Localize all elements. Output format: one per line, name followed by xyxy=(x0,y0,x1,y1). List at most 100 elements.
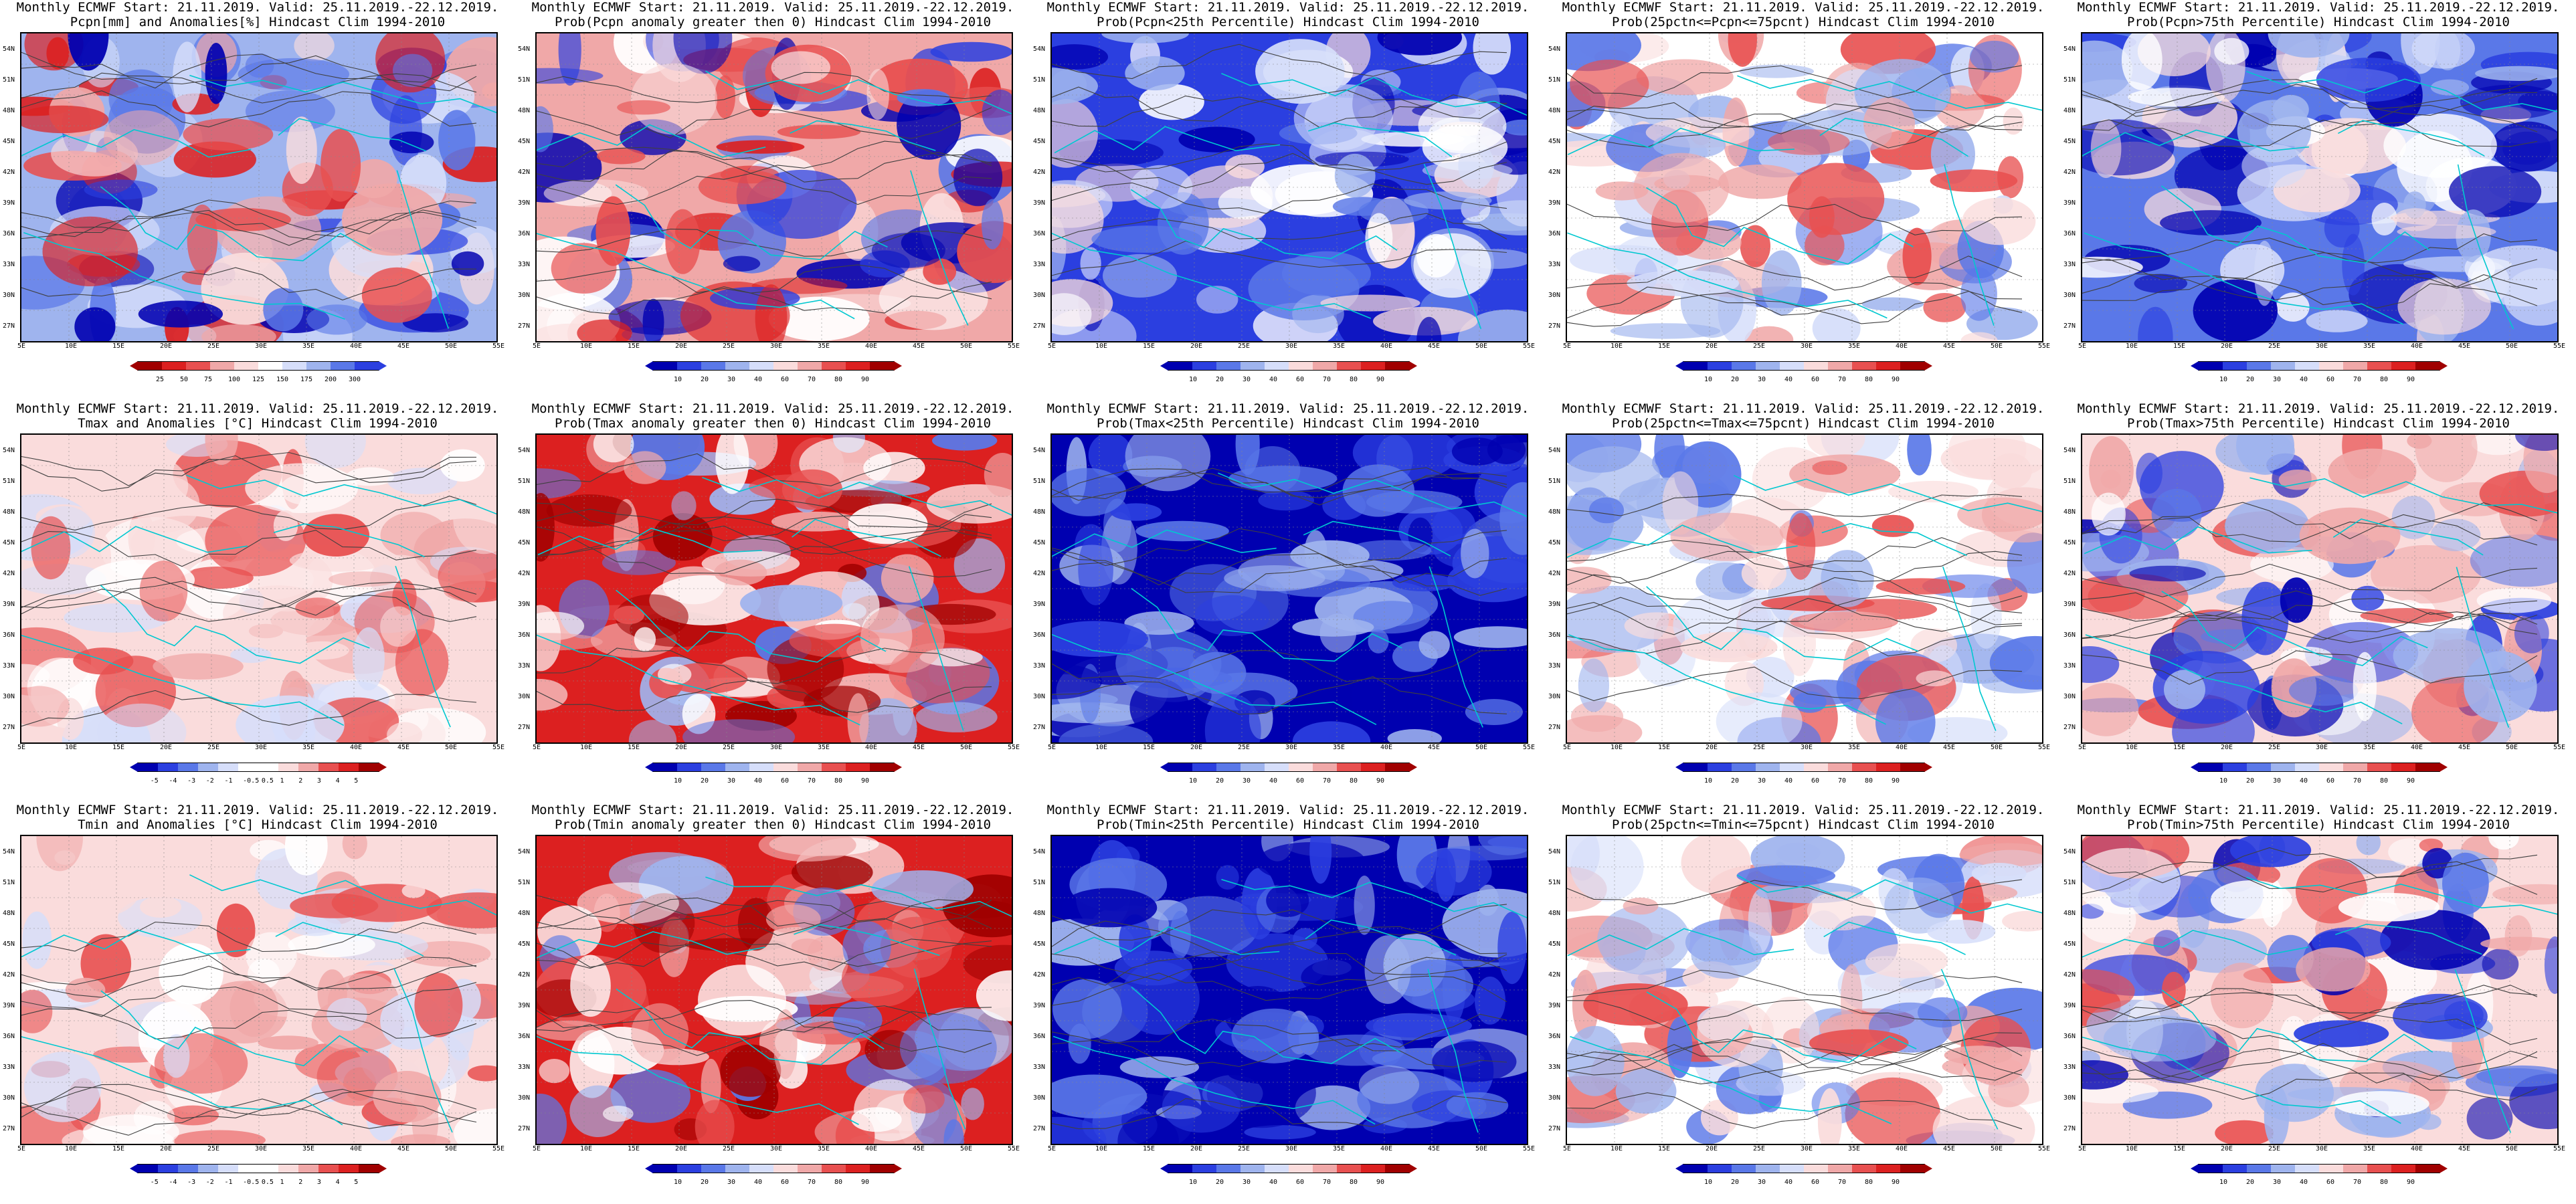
longitude-label: 10E xyxy=(580,744,593,751)
colorbar-tick-label: 40 xyxy=(1784,376,1793,383)
longitude-label: 10E xyxy=(1611,744,1623,751)
panel-title-line2: Prob(Tmax>75th Percentile) Hindcast Clim… xyxy=(2127,416,2510,431)
longitude-label: 10E xyxy=(580,342,593,350)
forecast-panel: Monthly ECMWF Start: 21.11.2019. Valid: … xyxy=(2061,401,2576,803)
panel-title-line1: Monthly ECMWF Start: 21.11.2019. Valid: … xyxy=(16,803,499,817)
colorbar-tick-label: 70 xyxy=(1323,376,1331,383)
latitude-label: 30N xyxy=(1548,693,1561,700)
colorbar-segment xyxy=(798,1165,822,1173)
longitude-label: 50E xyxy=(960,744,973,751)
longitude-label: 25E xyxy=(1238,342,1251,350)
colorbar-segment xyxy=(1852,763,1876,771)
longitude-label: 10E xyxy=(2126,1145,2138,1152)
colorbar-tick-label: 10 xyxy=(1704,376,1713,383)
colorbar-segment xyxy=(1683,1165,1708,1173)
colorbar-tick-label: 60 xyxy=(1296,1179,1305,1186)
latitude-label: 42N xyxy=(3,570,15,577)
coastline xyxy=(790,120,936,151)
colorbar xyxy=(130,1164,387,1173)
colorbar-tick-label: -3 xyxy=(187,1179,196,1186)
longitude-label: 55E xyxy=(2553,342,2566,350)
colorbar-segment xyxy=(822,1165,846,1173)
latitude-label: 36N xyxy=(518,1033,531,1040)
colorbar-tick-label: 30 xyxy=(1243,777,1251,785)
colorbar-segment xyxy=(1732,362,1756,370)
coastline xyxy=(705,70,1012,115)
colorbar-segment xyxy=(218,763,238,771)
map-field xyxy=(2082,435,2557,742)
longitude-label: 35E xyxy=(1848,342,1861,350)
colorbar-segment xyxy=(1265,362,1289,370)
longitude-label: 40E xyxy=(1896,342,1908,350)
latitude-label: 54N xyxy=(1548,447,1561,454)
longitude-label: 15E xyxy=(2173,1145,2186,1152)
forecast-map xyxy=(1050,433,1528,744)
colorbar-segment xyxy=(1337,763,1361,771)
latitude-label: 42N xyxy=(518,570,531,577)
latitude-label: 30N xyxy=(518,292,531,299)
colorbar-segment xyxy=(1289,763,1313,771)
latitude-label: 39N xyxy=(518,601,531,608)
colorbar-tick-label: -3 xyxy=(187,777,196,785)
coastline xyxy=(1429,566,1483,728)
colorbar-segment xyxy=(1313,763,1337,771)
colorbar-tick-label: 200 xyxy=(325,376,337,383)
longitude-label: 10E xyxy=(2126,342,2138,350)
coastline xyxy=(21,929,251,958)
latitude-label: 54N xyxy=(3,45,15,53)
longitude-label: 45E xyxy=(1428,1145,1441,1152)
colorbar-segment xyxy=(1361,362,1385,370)
longitude-label: 25E xyxy=(723,1145,735,1152)
colorbar-low-arrow xyxy=(645,1164,653,1173)
colorbar xyxy=(1675,1164,1932,1173)
latitude-label: 30N xyxy=(1033,1094,1046,1102)
coastline xyxy=(1303,520,1451,557)
coastline xyxy=(23,231,345,320)
colorbar-segment xyxy=(2343,1165,2367,1173)
latitude-label: 39N xyxy=(3,1002,15,1009)
panel-title-line1: Monthly ECMWF Start: 21.11.2019. Valid: … xyxy=(16,0,499,15)
panel-title-line1: Monthly ECMWF Start: 21.11.2019. Valid: … xyxy=(2077,0,2560,15)
panel-title-line2: Prob(Pcpn<25th Percentile) Hindcast Clim… xyxy=(1097,15,1479,29)
longitude-label: 45E xyxy=(397,744,410,751)
latitude-label: 39N xyxy=(1033,1002,1046,1009)
colorbar-tick-label: 70 xyxy=(1838,1179,1847,1186)
coastline xyxy=(2249,477,2557,514)
coastline xyxy=(393,968,453,1133)
colorbar xyxy=(645,361,902,371)
longitude-label: 35E xyxy=(818,342,830,350)
colorbar xyxy=(1160,361,1417,371)
coastline xyxy=(705,876,1012,917)
latitude-label: 30N xyxy=(1548,292,1561,299)
longitude-label: 20E xyxy=(675,1145,688,1152)
colorbar-segment xyxy=(198,763,218,771)
colorbar-tick-label: -5 xyxy=(150,1179,159,1186)
colorbar-tick-label: 10 xyxy=(674,376,682,383)
coastline xyxy=(1823,921,1966,955)
latitude-label: 45N xyxy=(2063,138,2076,145)
longitude-label: 20E xyxy=(2221,744,2233,751)
longitude-label: 30E xyxy=(1285,744,1298,751)
coastline xyxy=(1131,987,1401,1064)
coastline xyxy=(1646,586,1919,661)
colorbar-low-arrow xyxy=(130,763,138,772)
latitude-label: 42N xyxy=(1033,971,1046,979)
colorbar-high-arrow xyxy=(1924,763,1932,772)
coastline xyxy=(2082,1036,2401,1124)
colorbar-tick-label: 3 xyxy=(316,1179,321,1186)
forecast-map xyxy=(2081,433,2559,744)
longitude-label: 55E xyxy=(1523,744,1536,751)
colorbar-tick-label: 90 xyxy=(2407,1179,2415,1186)
colorbar-tick-label: 60 xyxy=(1296,777,1305,785)
colorbar-tick-label: 10 xyxy=(1704,1179,1713,1186)
coastline xyxy=(2457,164,2514,330)
colorbar-segment xyxy=(2367,362,2391,370)
colorbar-tick-label: 10 xyxy=(1189,376,1198,383)
latitude-label: 51N xyxy=(1548,76,1561,84)
panel-title-line1: Monthly ECMWF Start: 21.11.2019. Valid: … xyxy=(16,401,499,416)
colorbar-tick-label: 70 xyxy=(2353,1179,2362,1186)
longitude-label: 35E xyxy=(1333,342,1346,350)
forecast-map xyxy=(20,433,498,744)
longitude-label: 15E xyxy=(1658,744,1671,751)
latitude-label: 30N xyxy=(1033,292,1046,299)
